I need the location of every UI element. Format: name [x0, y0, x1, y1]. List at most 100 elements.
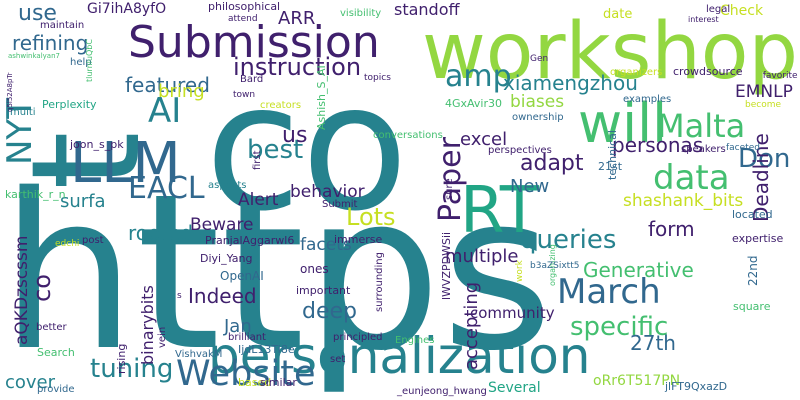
cloud-word: Perplexity: [42, 98, 97, 111]
cloud-word: visibility: [340, 8, 381, 19]
cloud-word: expertise: [732, 232, 783, 245]
cloud-word: standoff: [394, 0, 461, 19]
cloud-word: philosophical: [208, 0, 280, 13]
cloud-word: form: [648, 217, 695, 241]
cloud-word: oRr6T517PN: [593, 373, 680, 389]
cloud-word: speakers: [681, 144, 726, 155]
cloud-word: EMNLP: [735, 82, 793, 102]
cloud-word: set: [330, 354, 345, 365]
cloud-word: important: [296, 284, 351, 297]
cloud-word: 27th: [630, 331, 676, 355]
cloud-word: karthik_r_n: [5, 188, 66, 201]
cloud-word: xiamengzhou: [503, 71, 638, 95]
cloud-word: town: [233, 90, 255, 100]
cloud-word: first: [252, 150, 263, 170]
cloud-word: Engines: [395, 335, 434, 346]
cloud-word: EACL: [128, 171, 205, 206]
cloud-word: Indeed: [188, 284, 257, 308]
cloud-word: Alert: [238, 190, 279, 210]
cloud-word: excel: [460, 129, 507, 150]
cloud-word: co: [205, 47, 408, 250]
cloud-word: vein: [157, 327, 168, 348]
cloud-word: personalization: [208, 327, 590, 385]
cloud-word: best: [247, 135, 303, 165]
cloud-word: topics: [364, 73, 391, 83]
cloud-word: Jan: [223, 316, 252, 337]
cloud-word: IjdL13Ti8e: [238, 343, 295, 356]
cloud-word: VishvakM: [175, 349, 222, 360]
cloud-word: work: [515, 259, 525, 282]
cloud-word: legal: [706, 4, 730, 15]
cloud-word: help: [70, 57, 92, 68]
cloud-word: biases: [510, 92, 564, 112]
cloud-word: organizing: [548, 244, 557, 286]
cloud-word: Gi7ihA8yfO: [87, 1, 166, 17]
cloud-word: use: [18, 1, 57, 26]
cloud-word: crowdsource: [673, 65, 743, 78]
cloud-word: q5l52A8pTr: [6, 72, 14, 112]
cloud-word: us: [282, 123, 307, 148]
cloud-word: joon_s_pk: [69, 138, 124, 151]
cloud-word: multi: [10, 107, 36, 118]
cloud-word: sure: [444, 178, 455, 200]
cloud-word: lWVZPDWSii: [440, 232, 453, 300]
cloud-word: Bard: [240, 74, 263, 85]
cloud-word: shashank_bits: [623, 191, 743, 211]
cloud-word: AI: [148, 91, 181, 131]
cloud-word: favorite: [763, 71, 798, 81]
cloud-word: featured: [125, 73, 210, 97]
cloud-word: 22nd: [746, 256, 760, 287]
cloud-word: Check: [720, 3, 764, 19]
cloud-word: ones: [300, 262, 329, 276]
cloud-word: OpenAI: [220, 269, 264, 283]
cloud-word: LLM: [70, 131, 181, 196]
cloud-word: Ashish_S_AI: [315, 65, 328, 130]
cloud-word: Paper: [433, 136, 468, 222]
cloud-word: bring: [158, 81, 205, 102]
cloud-word: facets: [300, 235, 352, 255]
cloud-word: Search: [37, 346, 75, 359]
cloud-word: organizers: [610, 67, 662, 78]
cloud-word: provide: [37, 384, 75, 395]
cloud-word: instruction: [233, 53, 361, 81]
cloud-word: will: [578, 92, 667, 155]
cloud-word: brilliant: [228, 332, 266, 343]
cloud-word: https: [0, 147, 553, 398]
cloud-word: aQKDzscssm: [12, 236, 32, 345]
cloud-word: personas: [612, 133, 703, 157]
cloud-word: refining: [12, 31, 88, 55]
cloud-word: maintain: [40, 20, 84, 31]
cloud-word: behavior: [290, 182, 365, 202]
cloud-word: ARR: [278, 8, 315, 29]
cloud-word: better: [36, 322, 67, 333]
cloud-word: date: [603, 7, 632, 22]
cloud-word: jlFT9QxazD: [664, 380, 727, 393]
cloud-word: Beware: [190, 215, 254, 235]
cloud-word: attend: [228, 14, 258, 24]
cloud-word: Diyi_Yang: [200, 252, 253, 265]
cloud-word: immerse: [334, 233, 383, 246]
cloud-word: RT: [460, 174, 540, 248]
cloud-word: _eunjeong_hwang: [396, 386, 487, 397]
cloud-word: edchi: [55, 239, 79, 249]
cloud-word: tlurnluQbC: [85, 39, 94, 82]
cloud-word: community: [470, 304, 555, 322]
cloud-word: Gen: [530, 54, 548, 64]
cloud-word: faceted: [726, 143, 760, 153]
cloud-word: post: [82, 235, 104, 246]
cloud-word: interest: [688, 15, 719, 24]
cloud-word: surfa: [60, 191, 106, 212]
cloud-word: data: [653, 158, 730, 198]
cloud-word: Several: [488, 380, 541, 396]
cloud-word: workshop: [422, 7, 798, 97]
cloud-word: conversations: [373, 130, 443, 141]
cloud-word: accepting: [461, 282, 482, 370]
cloud-word: t: [0, 131, 174, 190]
cloud-word: Submission: [128, 17, 380, 68]
cloud-word: Deadline: [749, 133, 773, 222]
cloud-word: amp: [445, 59, 512, 94]
cloud-word: examples: [623, 94, 671, 105]
cloud-word: PranjalAggarwl6: [205, 234, 294, 247]
cloud-word: b3aZSixtt5: [530, 261, 579, 271]
